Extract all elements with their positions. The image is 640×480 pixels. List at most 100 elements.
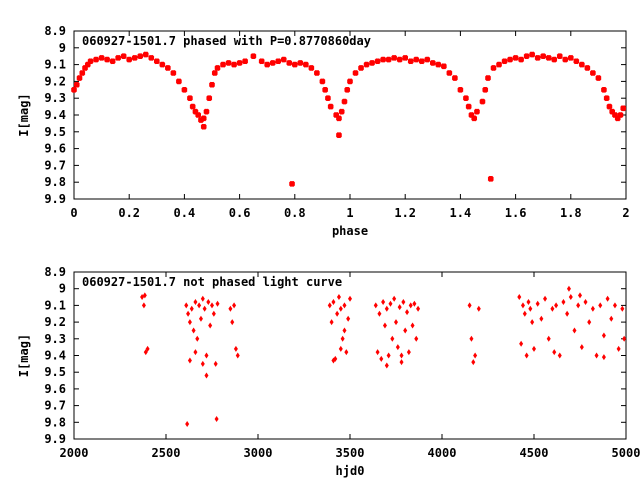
data-point <box>388 300 393 307</box>
data-point <box>342 327 347 334</box>
data-point <box>204 372 209 379</box>
data-point <box>126 56 133 63</box>
data-series <box>71 51 627 187</box>
data-point <box>620 305 625 312</box>
data-point <box>236 59 243 66</box>
data-point <box>595 75 602 82</box>
data-point <box>524 352 529 359</box>
data-point <box>170 70 177 76</box>
data-point <box>228 305 233 312</box>
data-point <box>396 56 403 63</box>
data-point <box>231 61 238 68</box>
data-point <box>512 54 519 61</box>
data-point <box>76 75 83 82</box>
data-point <box>286 59 293 66</box>
y-tick-label: 9.9 <box>44 192 66 206</box>
data-series <box>140 285 627 427</box>
data-point <box>590 305 595 312</box>
x-tick-label: 1 <box>346 206 353 220</box>
data-point <box>153 58 160 65</box>
data-point <box>397 304 402 311</box>
data-point <box>530 319 535 326</box>
x-tick-label: 2500 <box>152 446 181 460</box>
data-point <box>416 305 421 312</box>
data-point <box>556 53 563 60</box>
data-point <box>208 322 213 329</box>
data-point <box>392 295 397 302</box>
data-point <box>476 305 481 312</box>
data-point <box>198 315 203 322</box>
data-point <box>313 70 320 76</box>
data-point <box>473 352 478 359</box>
data-point <box>269 59 276 66</box>
data-point <box>501 58 508 65</box>
y-tick-label: 9.7 <box>44 399 66 413</box>
data-point <box>341 98 348 105</box>
data-point <box>232 302 237 309</box>
data-point <box>543 295 548 302</box>
y-tick-label: 9.5 <box>44 125 66 139</box>
data-point <box>186 310 191 317</box>
data-point <box>616 345 621 352</box>
data-point <box>394 319 398 326</box>
data-point <box>408 302 413 309</box>
data-point <box>518 56 525 63</box>
data-point <box>187 357 192 364</box>
data-point <box>605 295 610 302</box>
data-point <box>79 70 86 76</box>
data-point <box>386 352 391 359</box>
data-point <box>375 349 380 356</box>
data-point <box>487 175 494 182</box>
data-point <box>189 305 194 312</box>
data-point <box>175 78 182 85</box>
data-point <box>573 58 580 65</box>
x-axis-ticks: 0 0.2 0.4 0.6 0.8 1 1.2 1.4 1.6 1.8 2 <box>70 31 630 220</box>
data-point <box>485 75 491 82</box>
data-point <box>435 61 442 68</box>
y-tick-label: 8.9 <box>44 24 66 38</box>
data-point <box>532 345 536 352</box>
data-point <box>148 54 155 61</box>
data-point <box>473 108 480 115</box>
data-point <box>550 305 555 312</box>
data-point <box>584 64 591 71</box>
data-point <box>193 299 198 306</box>
data-point <box>384 305 389 312</box>
data-point <box>535 300 540 307</box>
data-point <box>589 70 596 76</box>
data-point <box>609 108 616 115</box>
data-point <box>526 299 531 306</box>
data-point <box>471 115 478 122</box>
data-point <box>391 54 398 61</box>
data-point <box>82 64 89 71</box>
data-point <box>324 95 331 102</box>
data-point <box>529 51 536 58</box>
data-point <box>382 322 387 329</box>
data-point <box>601 332 606 339</box>
x-tick-label: 0.2 <box>118 206 140 220</box>
data-point <box>534 54 541 61</box>
data-point <box>211 310 216 317</box>
data-point <box>197 302 202 309</box>
data-point <box>289 180 296 187</box>
data-point <box>414 335 419 342</box>
data-point <box>578 292 582 299</box>
data-point <box>280 56 287 63</box>
data-point <box>567 54 574 61</box>
data-point <box>335 132 342 139</box>
data-point <box>327 103 334 110</box>
data-point <box>412 300 417 307</box>
data-point <box>184 302 189 309</box>
data-point <box>195 335 200 342</box>
data-point <box>214 64 221 71</box>
data-point <box>611 112 618 118</box>
y-axis-ticks: 8.9 9 9.1 9.2 9.3 9.4 9.5 9.6 9.7 9.8 9.9 <box>44 24 626 206</box>
y-tick-label: 9.6 <box>44 142 66 156</box>
data-point <box>545 54 552 61</box>
x-tick-label: 2 <box>622 206 629 220</box>
y-tick-label: 9.5 <box>44 365 66 379</box>
data-point <box>275 58 282 65</box>
chart-title: 060927-1501.7 not phased light curve <box>82 275 342 289</box>
y-axis-label: I[mag] <box>17 93 31 136</box>
data-point <box>395 344 400 351</box>
